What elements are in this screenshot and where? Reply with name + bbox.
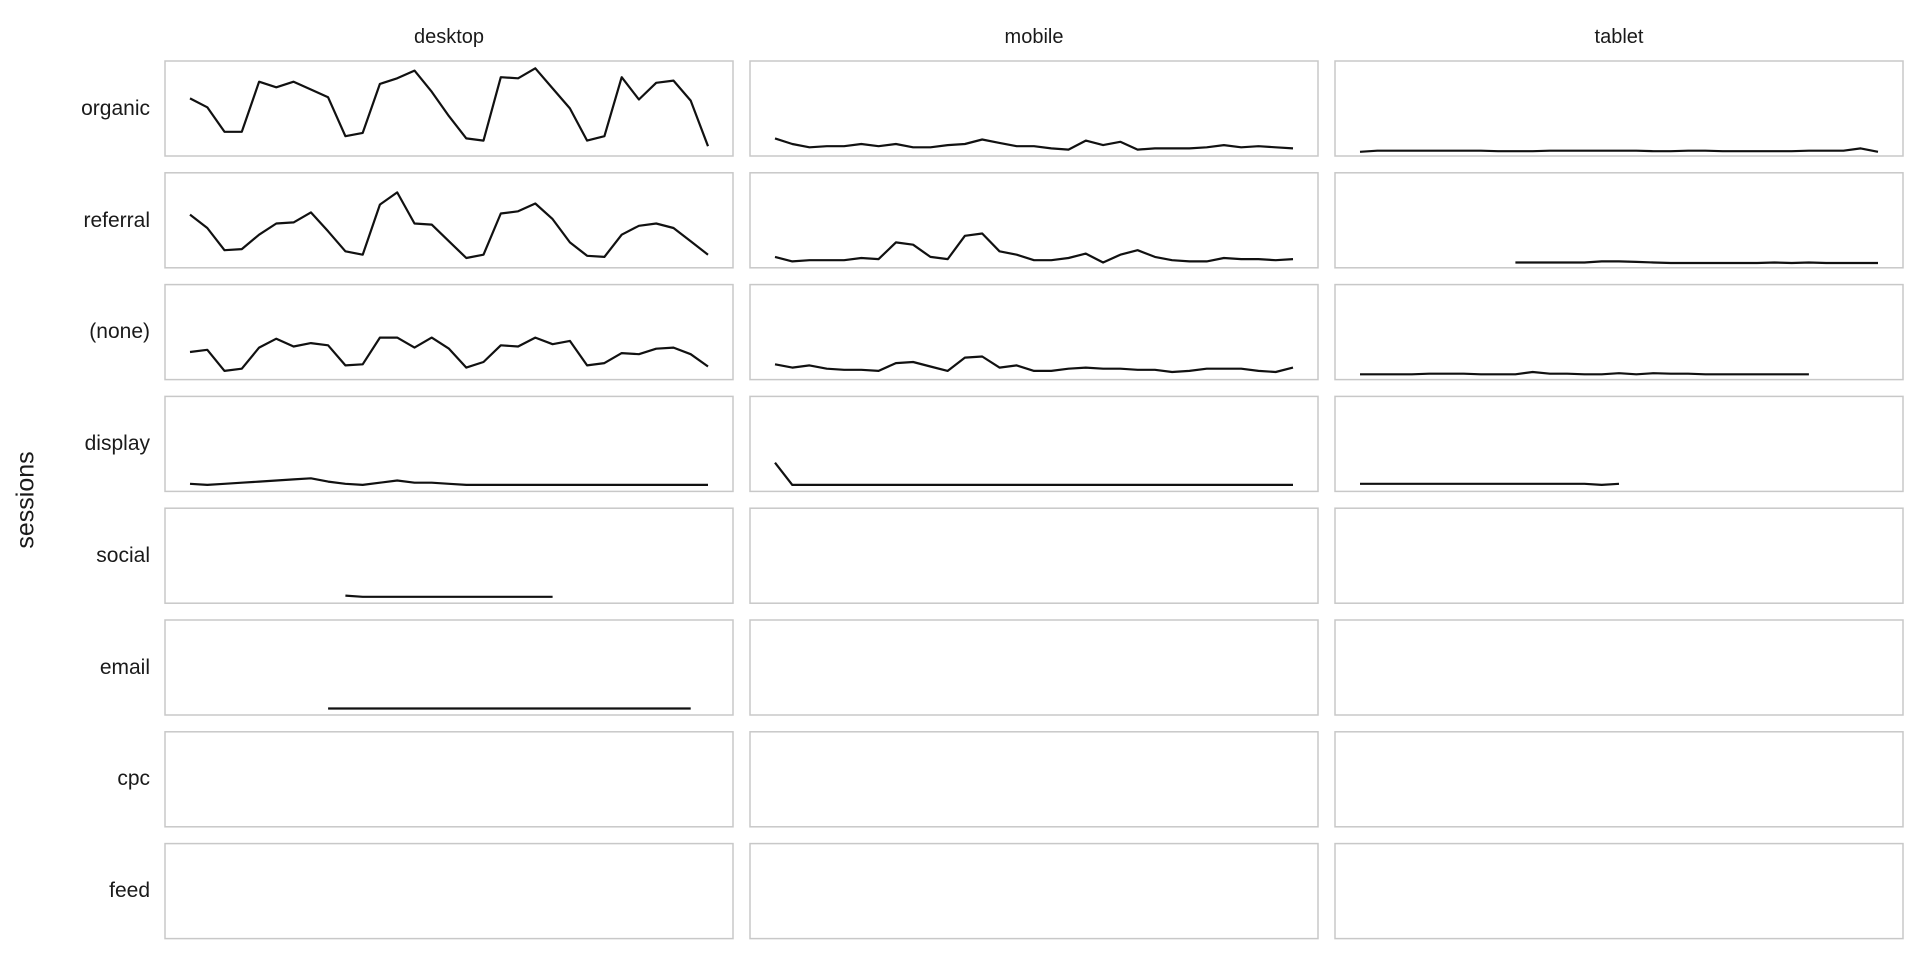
column-header-mobile: mobile (1004, 26, 1064, 48)
column-header-desktop: desktop (413, 26, 485, 48)
panel-social-tablet (1334, 507, 1904, 604)
panel-display-tablet (1334, 395, 1904, 493)
panel-display-mobile (749, 395, 1319, 493)
panel-none-tablet (1334, 283, 1904, 381)
series-line-referral-desktop (189, 191, 709, 260)
panel-social-desktop (164, 507, 734, 604)
row-label-organic: organic (81, 97, 150, 120)
row-label-display: display (84, 432, 150, 455)
panel-organic-tablet (1334, 60, 1904, 157)
row-label-social: social (96, 544, 150, 567)
panel-organic-desktop (164, 60, 734, 157)
series-line-display-mobile (774, 462, 1293, 486)
panel-cpc-desktop (164, 731, 734, 828)
panel-none-mobile (749, 283, 1319, 381)
column-header-tablet: tablet (1594, 26, 1644, 48)
series-line-referral-mobile (774, 232, 1294, 264)
row-label-referral: referral (83, 209, 150, 232)
row-label-none: (none) (89, 320, 150, 343)
panel-none-desktop (164, 283, 734, 381)
series-line-display-tablet (1360, 482, 1620, 486)
panel-cpc-tablet (1334, 731, 1904, 828)
series-line-none-mobile (774, 355, 1294, 374)
series-line-organic-mobile (774, 137, 1294, 151)
panel-email-desktop (164, 619, 734, 716)
panel-social-mobile (749, 507, 1319, 604)
panel-display-desktop (164, 395, 734, 493)
panel-referral-mobile (749, 172, 1319, 269)
panel-feed-mobile (749, 842, 1319, 940)
row-label-feed: feed (109, 879, 150, 902)
series-line-none-desktop (189, 336, 709, 372)
series-line-organic-tablet (1359, 147, 1879, 153)
panel-referral-tablet (1334, 172, 1904, 269)
panel-organic-mobile (749, 60, 1319, 157)
row-label-email: email (99, 656, 150, 679)
panel-email-mobile (749, 619, 1319, 716)
row-label-cpc: cpc (117, 767, 150, 790)
panel-cpc-mobile (749, 731, 1319, 828)
series-line-none-tablet (1360, 370, 1809, 376)
series-line-referral-tablet (1515, 260, 1878, 265)
series-line-organic-desktop (189, 67, 710, 147)
panel-referral-desktop (164, 172, 734, 269)
panel-feed-desktop (164, 842, 734, 940)
series-line-display-desktop (189, 477, 708, 486)
series-line-social-desktop (345, 594, 553, 598)
panel-feed-tablet (1334, 842, 1904, 940)
panel-email-tablet (1334, 619, 1904, 716)
